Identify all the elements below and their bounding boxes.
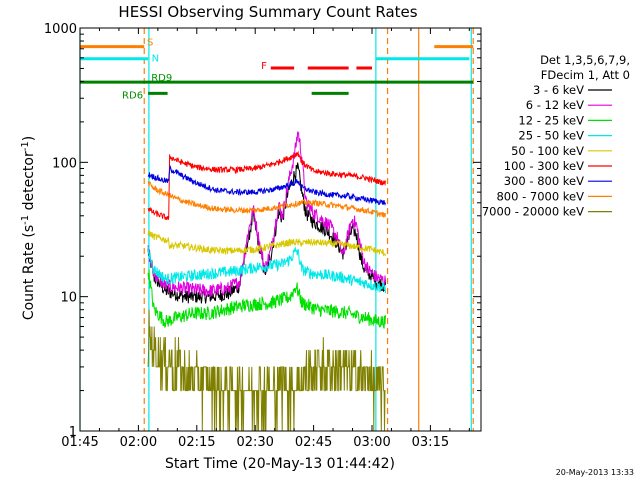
y-tick-label: 1 — [69, 425, 77, 440]
x-tick-label: 03:00 — [353, 435, 390, 450]
x-tick-label: 02:00 — [120, 435, 157, 450]
series-line — [147, 246, 386, 294]
legend-header-decimation: FDecim 1, Att 0 — [541, 68, 630, 82]
legend-entry-label: 25 - 50 keV — [518, 129, 584, 143]
legend-header-detectors: Det 1,3,5,6,7,9, — [540, 53, 630, 67]
y-tick-label: 10 — [60, 291, 77, 306]
series-line — [147, 269, 386, 329]
legend-entry-label: 3 - 6 keV — [533, 83, 584, 97]
x-tick-label: 03:15 — [412, 435, 449, 450]
series-line — [147, 181, 386, 218]
y-tick-label: 1000 — [44, 22, 77, 37]
x-tick-label: 01:45 — [61, 435, 98, 450]
series-line — [147, 164, 386, 206]
flag-label-rd9: RD9 — [151, 73, 172, 84]
x-axis-label: Start Time (20-May-13 01:44:42) — [165, 456, 395, 472]
series-line — [147, 130, 386, 298]
legend-entry-label: 50 - 100 keV — [511, 144, 584, 158]
vertical-markers — [79, 28, 474, 431]
legend-entry-label: 6 - 12 keV — [526, 98, 584, 112]
y-tick-label: 100 — [52, 156, 77, 171]
legend-entry-label: 100 - 300 keV — [504, 159, 584, 173]
chart-title: HESSI Observing Summary Count Rates — [118, 3, 417, 21]
legend-entry-label: 300 - 800 keV — [504, 174, 584, 188]
x-tick-label: 02:15 — [178, 435, 215, 450]
x-axis: 01:45 02:00 02:15 02:30 02:45 03:00 03:15 — [61, 28, 470, 450]
legend-entry-label: 12 - 25 keV — [518, 113, 584, 127]
flag-label-rd6: RD6 — [122, 90, 143, 101]
series-line — [147, 309, 386, 432]
series-line — [147, 230, 386, 257]
flag-label-s: S — [147, 38, 153, 49]
series-line — [147, 150, 386, 221]
legend: Det 1,3,5,6,7,9, FDecim 1, Att 0 3 - 6 k… — [482, 53, 630, 219]
plot-frame — [79, 27, 482, 432]
flag-label-f: F — [261, 61, 267, 72]
y-axis: 1 10 100 1000 — [44, 22, 481, 440]
flag-bars: SN RD9 RD6 F — [80, 38, 474, 101]
legend-entry-label: 7000 - 20000 keV — [482, 205, 584, 219]
date-stamp: 20-May-2013 13:33 — [556, 468, 634, 477]
x-tick-label: 02:45 — [295, 435, 332, 450]
flag-label-n: N — [152, 54, 159, 65]
x-tick-label: 02:30 — [236, 435, 273, 450]
y-axis-label: Count Rate (s-1 detector-1) — [20, 136, 37, 320]
series-lines — [147, 130, 386, 432]
legend-entry-label: 800 - 7000 keV — [496, 189, 584, 203]
